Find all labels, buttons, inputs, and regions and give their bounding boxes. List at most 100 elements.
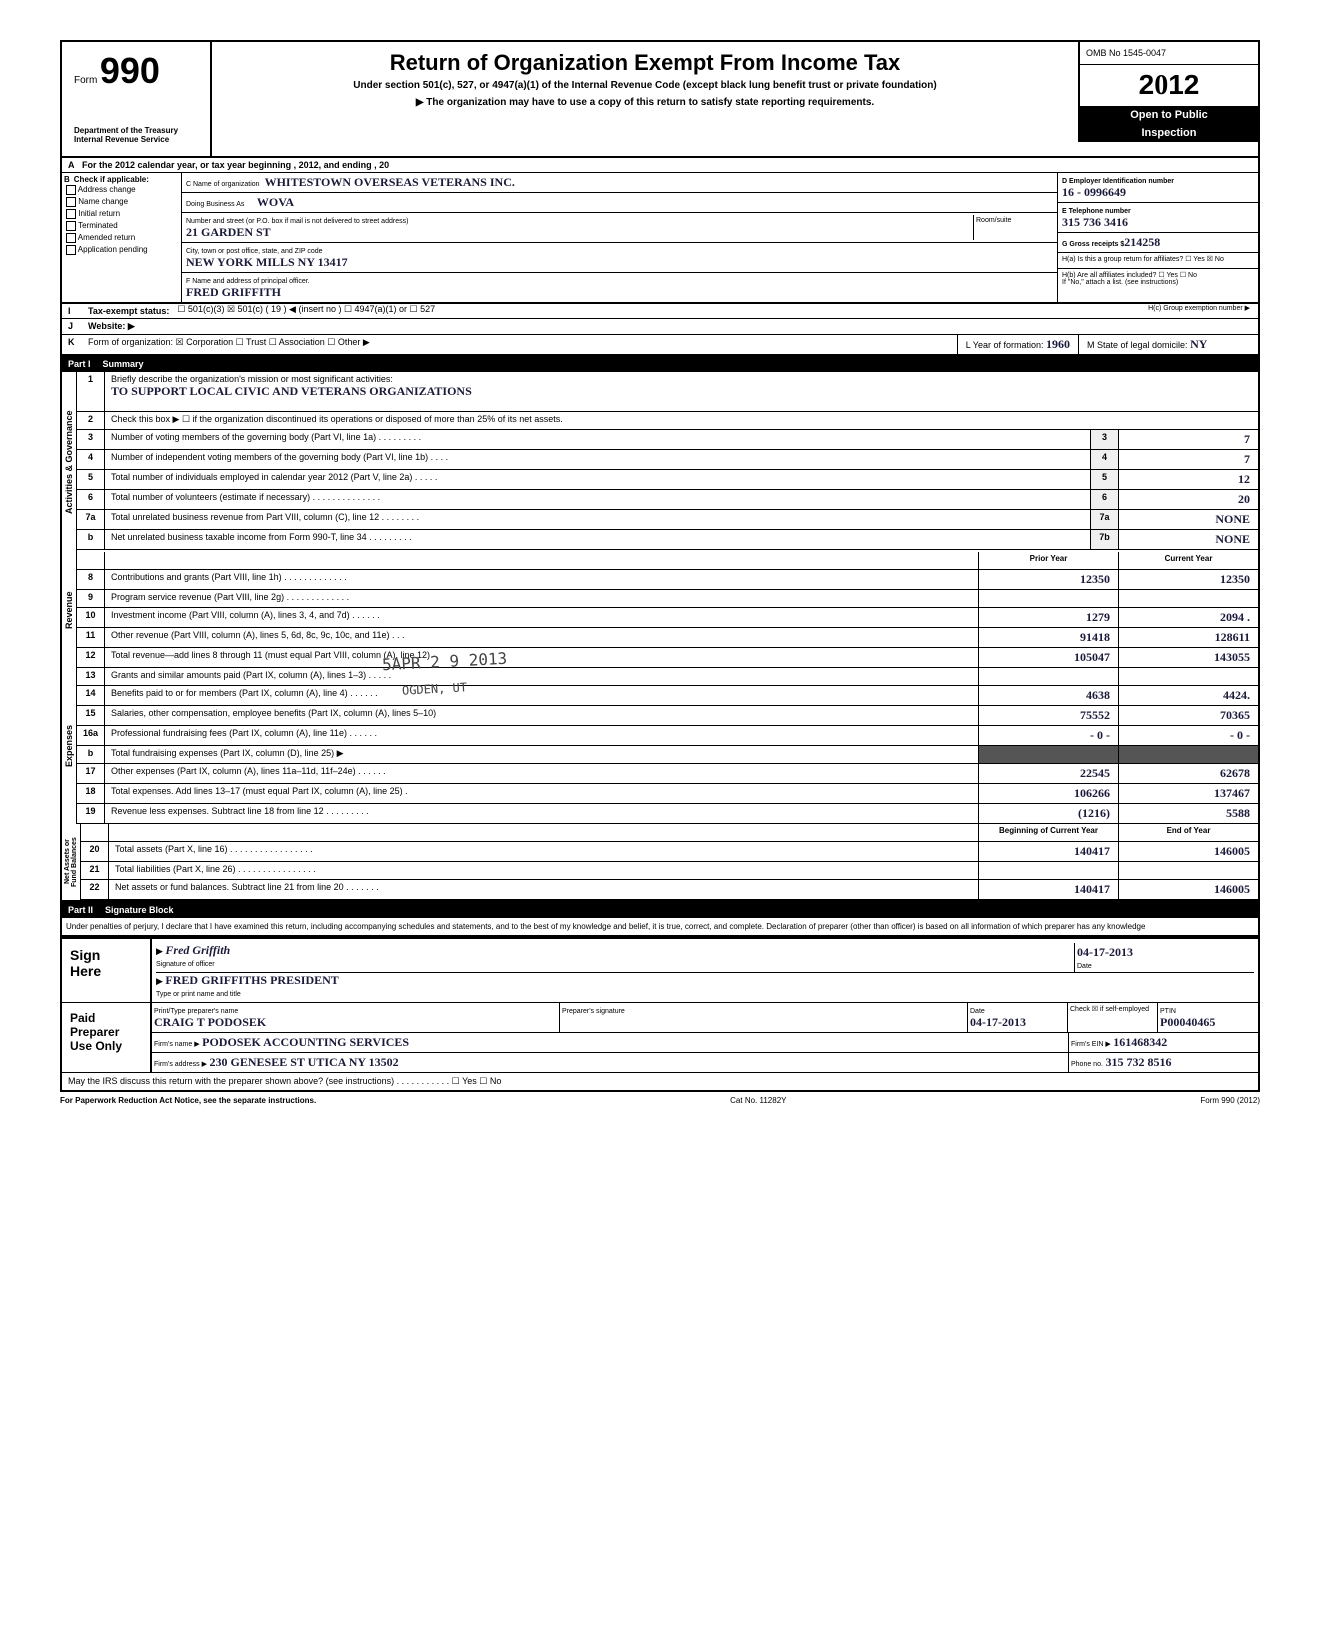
summary-line-4: 4Number of independent voting members of… bbox=[77, 450, 1258, 470]
line-12: 12Total revenue—add lines 8 through 11 (… bbox=[77, 648, 1258, 668]
col-d: D Employer Identification number16 - 099… bbox=[1058, 173, 1258, 302]
firm-addr: 230 GENESEE ST UTICA NY 13502 bbox=[210, 1055, 399, 1069]
paid-label: Paid Preparer Use Only bbox=[62, 1003, 152, 1072]
firm-addr-label: Firm's address ▶ bbox=[154, 1061, 207, 1068]
ptin-label: PTIN bbox=[1160, 1008, 1176, 1015]
dba-val: WOVA bbox=[257, 195, 294, 209]
form-prefix: Form bbox=[74, 75, 97, 86]
form-title: Return of Organization Exempt From Incom… bbox=[220, 50, 1070, 76]
addr-label: Number and street (or P.O. box if mail i… bbox=[186, 218, 408, 225]
col-c: C Name of organization WHITESTOWN OVERSE… bbox=[182, 173, 1058, 302]
prep-date: 04-17-2013 bbox=[970, 1015, 1026, 1029]
title-box: Return of Organization Exempt From Incom… bbox=[212, 42, 1078, 116]
chk-address-change[interactable]: Address change bbox=[64, 184, 179, 196]
prep-date-label: Date bbox=[970, 1008, 985, 1015]
chk-amended[interactable]: Amended return bbox=[64, 232, 179, 244]
current-header: Current Year bbox=[1118, 552, 1258, 569]
sign-here-label: Sign Here bbox=[62, 939, 152, 1002]
phone-val: 315 736 3416 bbox=[1062, 215, 1128, 229]
line-i: I Tax-exempt status: ☐ 501(c)(3) ☒ 501(c… bbox=[60, 304, 1260, 319]
summary-line-5: 5Total number of individuals employed in… bbox=[77, 470, 1258, 490]
summary-line-6: 6Total number of volunteers (estimate if… bbox=[77, 490, 1258, 510]
line-22: 22Net assets or fund balances. Subtract … bbox=[81, 880, 1258, 900]
hb-note: If "No," attach a list. (see instruction… bbox=[1062, 279, 1178, 286]
date-label: Date bbox=[1077, 963, 1092, 970]
part2-no: Part II bbox=[68, 905, 93, 915]
summary-line-3: 3Number of voting members of the governi… bbox=[77, 430, 1258, 450]
room-label: Room/suite bbox=[973, 215, 1053, 240]
city-label: City, town or post office, state, and ZI… bbox=[186, 248, 323, 255]
c-label: C Name of organization bbox=[186, 181, 260, 188]
hc: H(c) Group exemption number ▶ bbox=[1148, 304, 1258, 318]
l-label: L Year of formation: bbox=[966, 340, 1044, 350]
e-label: E Telephone number bbox=[1062, 208, 1131, 215]
section-b-h: BCheck if applicable: Address change Nam… bbox=[60, 173, 1260, 304]
line-16a: 16aProfessional fundraising fees (Part I… bbox=[77, 726, 1258, 746]
side-net: Net Assets or Fund Balances bbox=[62, 824, 81, 900]
dept: Department of the Treasury Internal Reve… bbox=[74, 122, 198, 148]
org-name: WHITESTOWN OVERSEAS VETERANS INC. bbox=[265, 175, 515, 189]
f-val: FRED GRIFFITH bbox=[186, 285, 281, 299]
footer-mid: Cat No. 11282Y bbox=[730, 1096, 786, 1105]
line-10: 10Investment income (Part VIII, column (… bbox=[77, 608, 1258, 628]
footer: For Paperwork Reduction Act Notice, see … bbox=[60, 1092, 1260, 1109]
chk-pending[interactable]: Application pending bbox=[64, 244, 179, 256]
line-k: K Form of organization: ☒ Corporation ☐ … bbox=[60, 335, 1260, 356]
line-9: 9Program service revenue (Part VIII, lin… bbox=[77, 590, 1258, 608]
addr-val: 21 GARDEN ST bbox=[186, 225, 271, 239]
arrow-note: ▶ The organization may have to use a cop… bbox=[220, 97, 1070, 108]
d-label: D Employer Identification number bbox=[1062, 178, 1174, 185]
prep-sig-label: Preparer's signature bbox=[562, 1008, 625, 1015]
ha: H(a) Is this a group return for affiliat… bbox=[1058, 253, 1258, 269]
b-header: Check if applicable: bbox=[74, 175, 149, 184]
line-20: 20Total assets (Part X, line 16) . . . .… bbox=[81, 842, 1258, 862]
part1-title: Summary bbox=[103, 359, 144, 369]
open-public-2: Inspection bbox=[1080, 124, 1258, 142]
line-19: 19Revenue less expenses. Subtract line 1… bbox=[77, 804, 1258, 824]
dba-label: Doing Business As bbox=[186, 201, 244, 208]
form-header: Form 990 Department of the Treasury Inte… bbox=[60, 40, 1260, 158]
line-j: J Website: ▶ bbox=[60, 319, 1260, 335]
firm-val: PODOSEK ACCOUNTING SERVICES bbox=[202, 1035, 409, 1049]
footer-left: For Paperwork Reduction Act Notice, see … bbox=[60, 1096, 316, 1105]
hb: H(b) Are all affiliates included? ☐ Yes … bbox=[1062, 272, 1197, 279]
sign-block: Sign Here ▶ Fred GriffithSignature of of… bbox=[60, 937, 1260, 1092]
form-subtitle: Under section 501(c), 527, or 4947(a)(1)… bbox=[220, 80, 1070, 91]
chk-terminated[interactable]: Terminated bbox=[64, 220, 179, 232]
side-expenses: Expenses bbox=[62, 668, 77, 824]
part1-header: Part I Summary bbox=[60, 356, 1260, 372]
line-17: 17Other expenses (Part IX, column (A), l… bbox=[77, 764, 1258, 784]
sig-label: Signature of officer bbox=[156, 961, 215, 968]
mission-val: TO SUPPORT LOCAL CIVIC AND VETERANS ORGA… bbox=[111, 384, 472, 398]
m-label: M State of legal domicile: bbox=[1087, 340, 1188, 350]
chk-initial-return[interactable]: Initial return bbox=[64, 208, 179, 220]
line-b: bTotal fundraising expenses (Part IX, co… bbox=[77, 746, 1258, 764]
line2: Check this box ▶ ☐ if the organization d… bbox=[105, 412, 1258, 429]
mission-label: Briefly describe the organization's miss… bbox=[111, 374, 393, 384]
i-label: Tax-exempt status: bbox=[80, 304, 177, 318]
open-public-1: Open to Public bbox=[1080, 106, 1258, 124]
ptin-val: P00040465 bbox=[1160, 1015, 1215, 1029]
line-18: 18Total expenses. Add lines 13–17 (must … bbox=[77, 784, 1258, 804]
l-val: 1960 bbox=[1046, 337, 1070, 351]
sig-date: 04-17-2013 bbox=[1077, 945, 1133, 959]
m-val: NY bbox=[1190, 337, 1207, 351]
k-label: Form of organization: ☒ Corporation ☐ Tr… bbox=[80, 335, 378, 354]
col-b: BCheck if applicable: Address change Nam… bbox=[62, 173, 182, 302]
officer-name: FRED GRIFFITHS PRESIDENT bbox=[165, 973, 338, 987]
line-14: 14Benefits paid to or for members (Part … bbox=[77, 686, 1258, 706]
prep-name-label: Print/Type preparer's name bbox=[154, 1008, 238, 1015]
f-label: F Name and address of principal officer. bbox=[186, 278, 310, 285]
i-opts: ☐ 501(c)(3) ☒ 501(c) ( 19 ) ◀ (insert no… bbox=[177, 304, 435, 318]
chk-name-change[interactable]: Name change bbox=[64, 196, 179, 208]
line-8: 8Contributions and grants (Part VIII, li… bbox=[77, 570, 1258, 590]
part1-no: Part I bbox=[68, 359, 91, 369]
ein-val: 16 - 0996649 bbox=[1062, 185, 1126, 199]
summary-grid: Activities & Governance 1Briefly describ… bbox=[60, 372, 1260, 902]
perjury: Under penalties of perjury, I declare th… bbox=[60, 918, 1260, 937]
line-13: 13Grants and similar amounts paid (Part … bbox=[77, 668, 1258, 686]
line-a: A For the 2012 calendar year, or tax yea… bbox=[60, 158, 1260, 173]
omb: OMB No 1545-0047 bbox=[1080, 42, 1258, 65]
g-label: G Gross receipts $ bbox=[1062, 241, 1124, 248]
form-number: 990 bbox=[100, 50, 160, 91]
